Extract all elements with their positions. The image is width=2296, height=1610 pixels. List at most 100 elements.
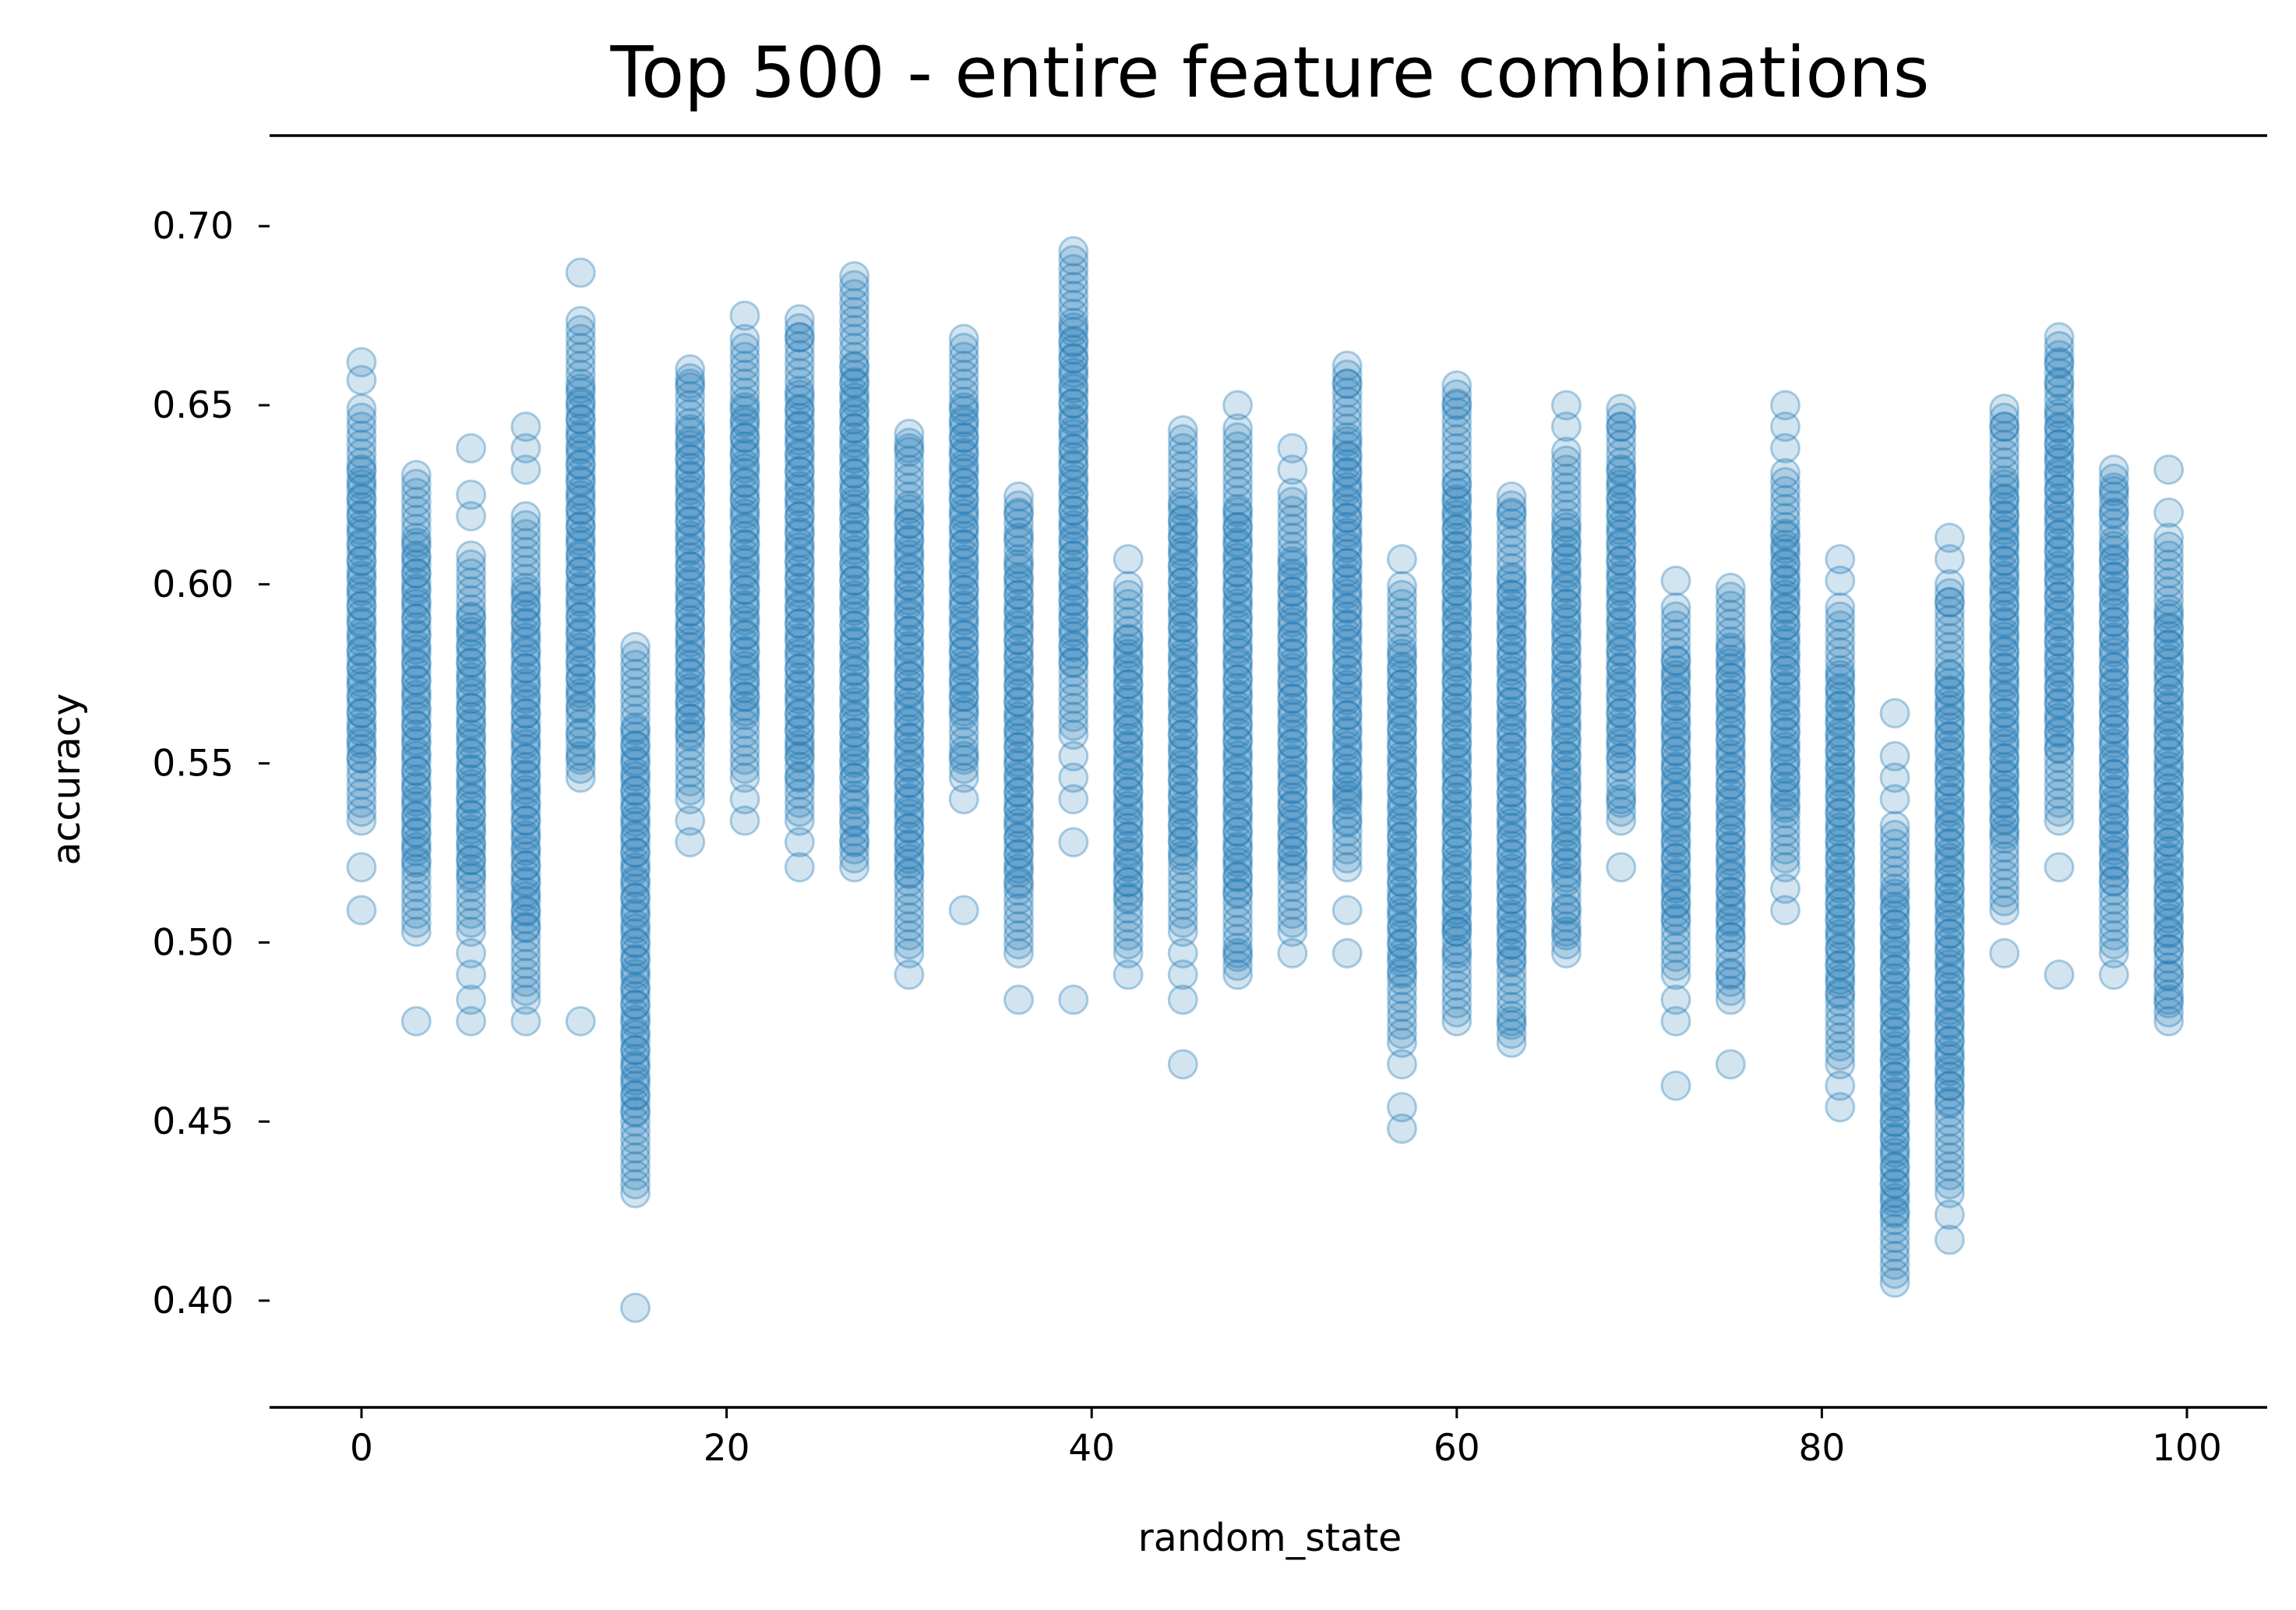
- data-point: [1058, 586, 1089, 617]
- data-point: [456, 647, 487, 678]
- data-point: [1222, 860, 1254, 892]
- data-point: [510, 729, 541, 760]
- data-point: [1222, 573, 1254, 604]
- data-point: [510, 715, 541, 747]
- data-point: [1058, 585, 1089, 616]
- data-point: [456, 853, 487, 884]
- data-point: [675, 577, 706, 609]
- data-point: [1222, 682, 1254, 713]
- data-point: [510, 554, 541, 585]
- data-point: [1003, 535, 1034, 566]
- data-point: [1934, 587, 1965, 618]
- data-point: [456, 594, 487, 625]
- data-point: [675, 551, 706, 582]
- data-point: [620, 658, 651, 690]
- data-point: [400, 683, 432, 715]
- data-point: [1167, 881, 1198, 912]
- data-point: [1277, 514, 1308, 545]
- data-point: [1167, 531, 1198, 562]
- data-point: [839, 521, 870, 552]
- data-point: [948, 559, 979, 590]
- data-point: [620, 775, 651, 806]
- data-point: [1222, 637, 1254, 668]
- data-point: [510, 591, 541, 623]
- data-point: [675, 542, 706, 573]
- data-point: [1277, 899, 1308, 930]
- data-point: [400, 755, 432, 786]
- data-point: [1003, 920, 1034, 951]
- data-point: [1222, 831, 1254, 863]
- data-point: [784, 447, 815, 478]
- data-point: [1277, 755, 1308, 786]
- data-point: [948, 655, 979, 686]
- data-point: [1331, 816, 1363, 847]
- data-point: [1003, 893, 1034, 924]
- data-point: [456, 710, 487, 741]
- data-point: [400, 567, 432, 598]
- data-point: [1003, 812, 1034, 843]
- data-point: [784, 492, 815, 523]
- data-point: [839, 519, 870, 550]
- data-point: [1058, 281, 1089, 312]
- data-point: [620, 1026, 651, 1057]
- data-point: [1606, 852, 1637, 883]
- data-point: [784, 486, 815, 517]
- data-point: [1277, 648, 1308, 679]
- data-point: [565, 693, 596, 724]
- data-point: [1003, 678, 1034, 709]
- data-point: [894, 687, 925, 718]
- data-point: [1167, 749, 1198, 780]
- data-point: [839, 619, 870, 650]
- data-point: [1222, 690, 1254, 722]
- data-point: [1167, 764, 1198, 796]
- data-point: [620, 980, 651, 1012]
- data-point: [839, 351, 870, 383]
- data-point: [1331, 637, 1363, 668]
- data-point: [675, 605, 706, 636]
- data-point: [400, 648, 432, 679]
- data-point: [620, 1035, 651, 1066]
- data-point: [400, 522, 432, 553]
- data-point: [565, 574, 596, 606]
- data-point: [1277, 577, 1308, 607]
- data-point: [1277, 804, 1308, 835]
- data-point: [565, 419, 596, 450]
- data-point: [784, 683, 815, 715]
- data-point: [729, 708, 760, 740]
- data-point: [839, 431, 870, 462]
- data-point: [675, 505, 706, 536]
- data-point: [729, 619, 760, 650]
- data-point: [1003, 562, 1034, 593]
- data-point: [1331, 425, 1363, 457]
- data-point: [839, 852, 870, 883]
- data-point: [1550, 436, 1582, 468]
- data-point: [1550, 411, 1582, 443]
- data-point: [1003, 616, 1034, 646]
- data-point: [620, 1292, 651, 1323]
- data-point: [1222, 762, 1254, 793]
- data-point: [948, 498, 979, 529]
- data-point: [1167, 504, 1198, 535]
- data-point: [1003, 564, 1034, 595]
- data-point: [346, 519, 377, 549]
- data-point: [1113, 624, 1144, 655]
- data-point: [1222, 807, 1254, 838]
- data-point: [400, 771, 432, 802]
- data-point: [620, 928, 651, 959]
- data-point: [894, 630, 925, 662]
- data-point: [894, 646, 925, 677]
- data-point: [1934, 1199, 1965, 1230]
- data-point: [784, 384, 815, 415]
- data-point: [620, 852, 651, 883]
- data-point: [620, 900, 651, 931]
- data-point: [894, 463, 925, 494]
- data-point: [784, 608, 815, 639]
- data-point: [620, 882, 651, 913]
- data-point: [839, 717, 870, 748]
- data-point: [456, 817, 487, 849]
- data-point: [510, 975, 541, 1006]
- data-point: [1058, 531, 1089, 562]
- data-point: [346, 454, 377, 485]
- data-point: [1003, 803, 1034, 835]
- data-point: [456, 638, 487, 669]
